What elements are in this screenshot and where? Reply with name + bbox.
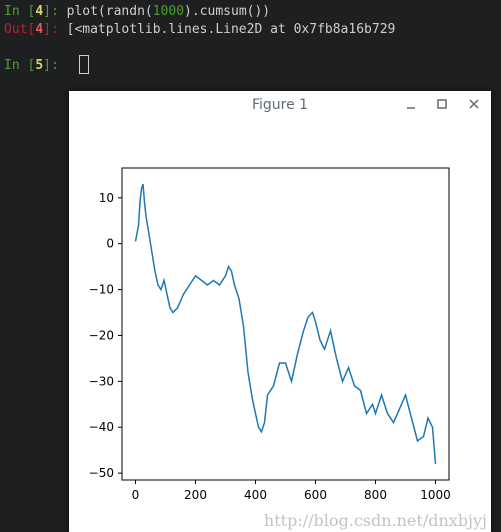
text-cursor[interactable]	[79, 55, 89, 74]
output-prompt-label: Out[	[4, 22, 36, 37]
input-prompt-number-5: 5	[35, 58, 44, 73]
y-tick-label: −40	[89, 420, 114, 434]
maximize-icon[interactable]	[435, 97, 449, 111]
input-prompt-label: In [	[4, 4, 36, 19]
series-line	[134, 183, 437, 464]
input-prompt-number: 4	[35, 4, 44, 19]
x-tick-label: 1000	[420, 488, 451, 502]
console-input-line-5: In [5]:	[4, 58, 67, 74]
input-prompt-suffix: ]:	[43, 4, 67, 19]
code-text-end: ).cumsum())	[184, 4, 271, 19]
watermark-text: http://blog.csdn.net/dnxbjyj	[263, 511, 487, 530]
y-axis-ticks: 10 0 −10 −20 −30 −40 −50	[89, 191, 122, 480]
input-prompt-label-5: In [	[4, 58, 36, 73]
figure-window[interactable]: Figure 1 10 0 −10 −20 −30 −40 −50 0 200 400 600 80…	[69, 91, 491, 532]
x-tick-label: 400	[244, 488, 267, 502]
line-chart: 10 0 −10 −20 −30 −40 −50 0 200 400 600 800 1000	[89, 167, 451, 502]
y-tick-label: −20	[89, 328, 114, 342]
y-tick-label: 10	[99, 191, 114, 205]
x-tick-label: 600	[304, 488, 327, 502]
x-axis-ticks: 0 200 400 600 800 1000	[132, 480, 451, 502]
y-tick-label: −10	[89, 283, 114, 297]
input-prompt-suffix-5: ]:	[43, 58, 67, 73]
x-tick-label: 800	[364, 488, 387, 502]
code-number-literal: 1000	[152, 4, 185, 19]
output-prompt-suffix: ]:	[43, 22, 67, 37]
y-tick-label: −30	[89, 374, 114, 388]
y-tick-label: 0	[106, 237, 114, 251]
figure-titlebar[interactable]: Figure 1	[69, 91, 491, 121]
x-tick-label: 200	[184, 488, 207, 502]
x-tick-label: 0	[132, 488, 140, 502]
console-input-line-4: In [4]: plot(randn(1000).cumsum())	[4, 4, 270, 20]
figure-title: Figure 1	[251, 97, 309, 113]
axes-frame	[121, 167, 450, 481]
y-tick-label: −50	[89, 466, 114, 480]
close-icon[interactable]	[467, 97, 481, 111]
code-text: plot(randn(	[66, 4, 153, 19]
output-text: [<matplotlib.lines.Line2D at 0x7fb8a16b7…	[66, 22, 396, 37]
console-output-line-4: Out[4]: [<matplotlib.lines.Line2D at 0x7…	[4, 22, 395, 38]
minimize-icon[interactable]	[404, 97, 418, 111]
output-prompt-number: 4	[35, 22, 44, 37]
